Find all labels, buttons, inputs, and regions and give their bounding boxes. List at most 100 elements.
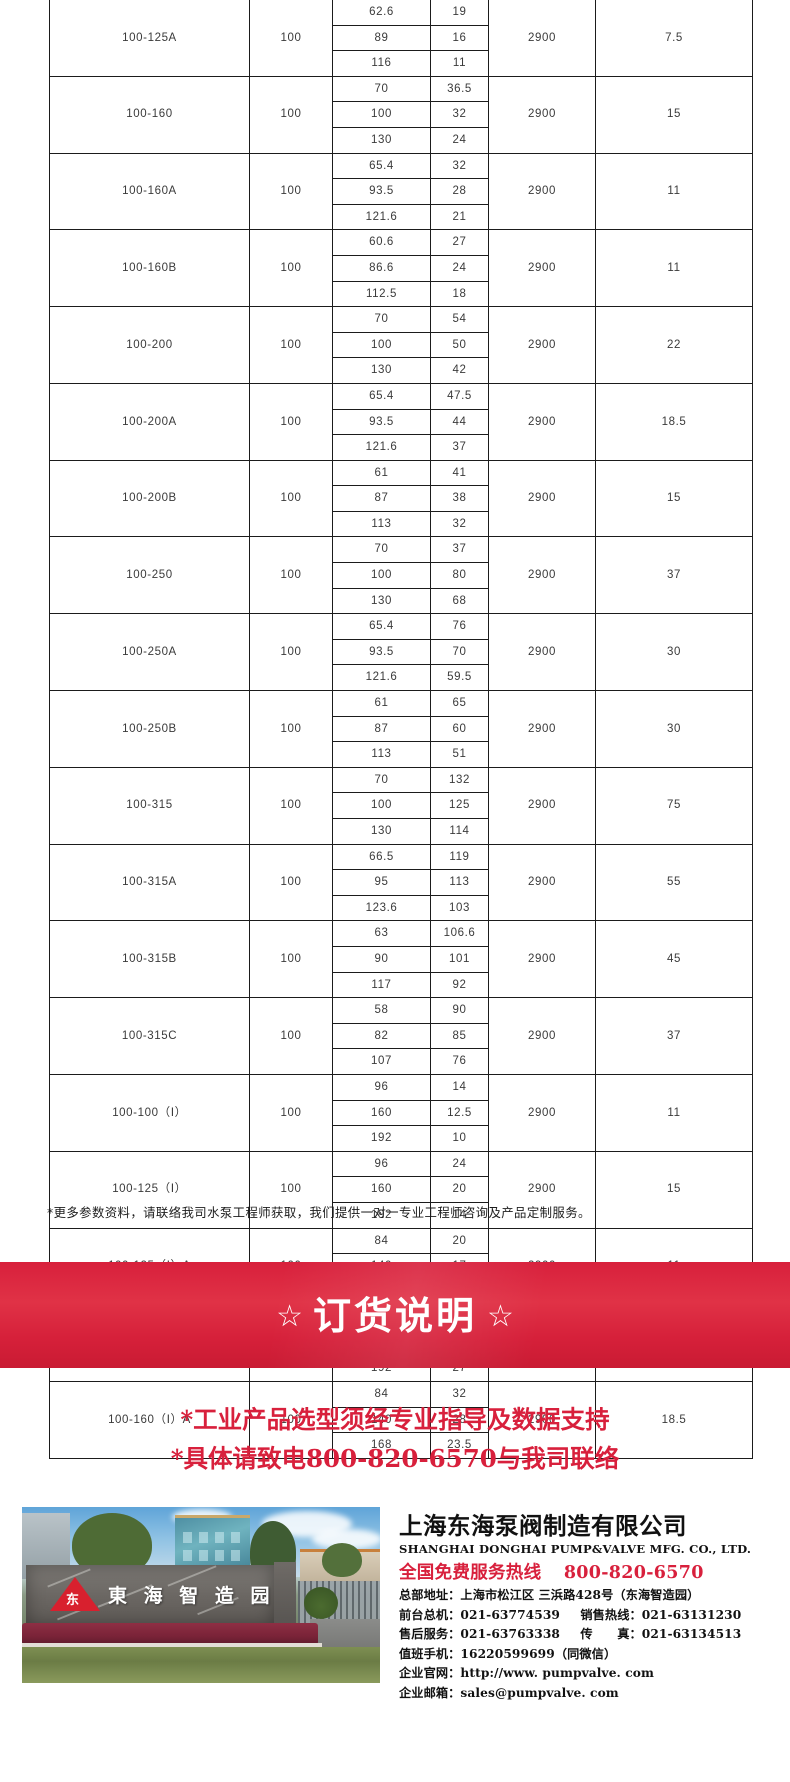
cell-model: 100-160B bbox=[49, 229, 250, 308]
cell-model: 100-125（Ⅰ） bbox=[49, 1150, 250, 1229]
table-row: 100-315A 100 66.5 119 2900 55 bbox=[49, 843, 753, 922]
front-desk-phone: 前台总机：021-63774539 bbox=[399, 1607, 560, 1622]
cell-head: 41 bbox=[430, 459, 489, 487]
table-row: 100-315C 100 58 90 2900 37 bbox=[49, 997, 753, 1075]
cell-head: 12.5 bbox=[430, 1099, 489, 1127]
cell-head: 21 bbox=[430, 203, 489, 231]
cell-model: 100-315B bbox=[49, 920, 250, 999]
table-row: 89 16 bbox=[50, 24, 753, 52]
cell-flow: 192 bbox=[332, 1125, 431, 1152]
cell-power: 22 bbox=[595, 306, 753, 384]
cell-flow: 130 bbox=[332, 818, 431, 845]
cell-flow: 113 bbox=[332, 741, 431, 768]
cell-model: 100-315A bbox=[49, 843, 250, 922]
cell-flow: 93.5 bbox=[332, 638, 431, 666]
cell-flow: 89 bbox=[332, 24, 431, 52]
cell-flow: 130 bbox=[332, 587, 431, 615]
cell-speed: 2900 bbox=[488, 920, 596, 999]
spec-table-container: 100-125A 100 62.6 19 2900 7.5 89 16 116 11 100-160… bbox=[49, 0, 753, 1459]
cell-power: 37 bbox=[595, 536, 753, 615]
table-row: 100-160（Ⅰ）A 100 84 32 2900 18.5 bbox=[49, 1381, 753, 1459]
fax-number: 传 真：021-63134513 bbox=[580, 1627, 742, 1641]
sales-phone: 销售热线：021-63131230 bbox=[580, 1607, 742, 1622]
company-name-en: SHANGHAI DONGHAI PUMP&VALVE MFG. CO., LT… bbox=[399, 1542, 752, 1556]
cell-flow: 140 bbox=[332, 1406, 431, 1434]
cell-head: 85 bbox=[430, 1022, 489, 1050]
star-left-icon: ☆ bbox=[276, 1300, 303, 1333]
cell-head: 24 bbox=[430, 1150, 489, 1178]
cell-flow: 87 bbox=[332, 485, 431, 512]
cell-flow: 82 bbox=[332, 1022, 431, 1050]
cell-flow: 130 bbox=[332, 357, 431, 384]
cell-diameter: 100 bbox=[249, 382, 333, 461]
cell-flow: 61 bbox=[332, 690, 431, 717]
cell-head: 32 bbox=[430, 101, 489, 128]
cell-flow: 90 bbox=[332, 945, 431, 973]
cell-power: 11 bbox=[595, 229, 753, 308]
duty-mobile: 值班手机：16220599699（同微信） bbox=[399, 1646, 617, 1661]
cell-power: 75 bbox=[595, 766, 753, 845]
photo-tree bbox=[322, 1543, 362, 1577]
cell-head: 70 bbox=[430, 638, 489, 666]
cell-head: 106.6 bbox=[430, 920, 489, 947]
table-row: 140 28 bbox=[50, 1406, 753, 1434]
cell-head: 42 bbox=[430, 357, 489, 384]
cell-flow: 93.5 bbox=[332, 408, 431, 436]
cell-diameter: 100 bbox=[249, 229, 333, 308]
cell-head: 132 bbox=[430, 766, 489, 794]
table-row: 95 113 bbox=[50, 869, 753, 896]
cell-flow: 112.5 bbox=[332, 280, 431, 308]
photo-wall-pillar bbox=[274, 1562, 296, 1630]
spec-table: 100-125A 100 62.6 19 2900 7.5 89 16 116 11 100-160… bbox=[49, 0, 753, 1459]
cell-flow: 95 bbox=[332, 869, 431, 896]
cell-head: 38 bbox=[430, 485, 489, 512]
cell-speed: 2900 bbox=[488, 306, 596, 384]
cell-head: 10 bbox=[430, 1125, 489, 1152]
cell-flow: 100 bbox=[332, 792, 431, 819]
cell-speed: 2900 bbox=[488, 997, 596, 1075]
cell-head: 19 bbox=[430, 0, 489, 26]
cell-head: 51 bbox=[430, 741, 489, 768]
cell-model: 100-200 bbox=[49, 306, 250, 384]
cell-diameter: 100 bbox=[249, 613, 333, 692]
cell-flow: 86.6 bbox=[332, 254, 431, 282]
company-address: 总部地址：上海市松江区 三浜路428号（东海智造园） bbox=[399, 1588, 700, 1602]
cell-head: 92 bbox=[430, 971, 489, 999]
cell-head: 101 bbox=[430, 945, 489, 973]
cell-head: 76 bbox=[430, 1048, 489, 1075]
cell-flow: 100 bbox=[332, 101, 431, 128]
table-row: 100-100（Ⅰ） 100 96 14 2900 11 bbox=[49, 1073, 753, 1152]
table-row: 100-160A 100 65.4 32 2900 11 bbox=[49, 152, 753, 231]
photo-wall-text: 東 海 智 造 园 bbox=[108, 1585, 275, 1607]
table-row: 121.6 21 bbox=[50, 203, 753, 231]
cell-head: 28 bbox=[430, 178, 489, 205]
cell-power: 45 bbox=[595, 920, 753, 999]
cell-speed: 2900 bbox=[488, 152, 596, 231]
cell-head: 125 bbox=[430, 792, 489, 819]
cell-flow: 84 bbox=[332, 1227, 431, 1255]
cell-power: 15 bbox=[595, 75, 753, 154]
cell-flow: 116 bbox=[332, 50, 431, 77]
cell-diameter: 100 bbox=[249, 306, 333, 384]
cell-flow: 160 bbox=[332, 1099, 431, 1127]
cell-head: 113 bbox=[430, 869, 489, 896]
cell-diameter: 100 bbox=[249, 459, 333, 538]
cell-power: 55 bbox=[595, 843, 753, 922]
company-name-cn: 上海东海泵阀制造有限公司 bbox=[399, 1512, 687, 1540]
cell-model: 100-125A bbox=[49, 0, 250, 77]
cell-power: 11 bbox=[595, 152, 753, 231]
cell-speed: 2900 bbox=[488, 75, 596, 154]
photo-cloud bbox=[312, 1529, 380, 1549]
cell-flow: 96 bbox=[332, 1073, 431, 1101]
cell-flow: 87 bbox=[332, 715, 431, 743]
cell-flow: 61 bbox=[332, 459, 431, 487]
company-phones-row-2: 售后服务：021-63763338 传 真：021-63134513 bbox=[399, 1625, 779, 1645]
cell-head: 50 bbox=[430, 331, 489, 359]
cell-head: 44 bbox=[430, 408, 489, 436]
table-row: 100-125A 100 62.6 19 2900 7.5 bbox=[49, 0, 753, 77]
cell-head: 68 bbox=[430, 587, 489, 615]
cell-speed: 2900 bbox=[488, 690, 596, 768]
hotline-number: 800-820-6570 bbox=[563, 1563, 704, 1583]
company-phones-row-1: 前台总机：021-63774539 销售热线：021-63131230 bbox=[399, 1606, 779, 1626]
table-row: 116 11 bbox=[50, 50, 753, 77]
